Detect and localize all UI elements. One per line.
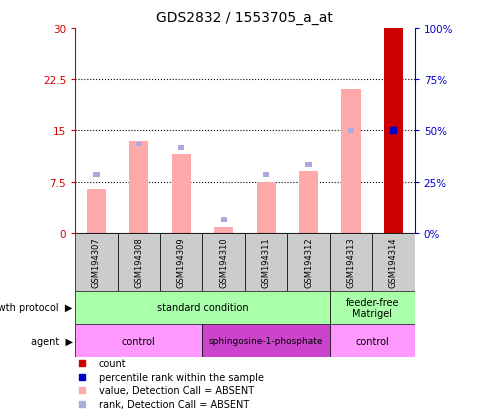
FancyBboxPatch shape: [287, 233, 329, 291]
Bar: [341, 90, 360, 233]
Text: count: count: [99, 358, 126, 368]
FancyBboxPatch shape: [202, 233, 244, 291]
Text: standard condition: standard condition: [156, 303, 248, 313]
Text: GSM194308: GSM194308: [134, 237, 143, 287]
FancyBboxPatch shape: [244, 233, 287, 291]
FancyBboxPatch shape: [329, 291, 414, 324]
Bar: [390, 122, 396, 127]
Text: GSM194309: GSM194309: [176, 237, 185, 287]
FancyBboxPatch shape: [160, 233, 202, 291]
Text: control: control: [121, 336, 155, 346]
Text: rank, Detection Call = ABSENT: rank, Detection Call = ABSENT: [99, 399, 249, 409]
Bar: [299, 172, 318, 233]
Text: percentile rank within the sample: percentile rank within the sample: [99, 372, 263, 382]
FancyBboxPatch shape: [75, 233, 117, 291]
Text: GSM194310: GSM194310: [219, 237, 228, 287]
Bar: [214, 228, 233, 233]
Bar: [171, 155, 190, 233]
FancyBboxPatch shape: [372, 233, 414, 291]
Bar: [383, 32, 402, 233]
Text: control: control: [355, 336, 388, 346]
Text: GSM194311: GSM194311: [261, 237, 270, 287]
Bar: [136, 142, 142, 147]
Text: sphingosine-1-phosphate: sphingosine-1-phosphate: [209, 336, 323, 345]
Text: growth protocol  ▶: growth protocol ▶: [0, 303, 73, 313]
Text: agent  ▶: agent ▶: [30, 336, 73, 346]
Bar: [383, 29, 402, 233]
Bar: [93, 173, 99, 178]
FancyBboxPatch shape: [75, 324, 202, 357]
Bar: [220, 217, 227, 222]
Bar: [129, 141, 148, 233]
Bar: [87, 189, 106, 233]
Text: GSM194307: GSM194307: [91, 237, 101, 287]
Text: GSM194314: GSM194314: [388, 237, 397, 287]
Bar: [178, 146, 184, 151]
FancyBboxPatch shape: [329, 324, 414, 357]
Bar: [262, 173, 269, 178]
Text: value, Detection Call = ABSENT: value, Detection Call = ABSENT: [99, 385, 254, 395]
Text: GSM194313: GSM194313: [346, 237, 355, 287]
Bar: [347, 129, 353, 133]
FancyBboxPatch shape: [202, 324, 329, 357]
Bar: [256, 182, 275, 233]
Text: feeder-free
Matrigel: feeder-free Matrigel: [345, 297, 398, 318]
Bar: [305, 163, 311, 168]
FancyBboxPatch shape: [117, 233, 160, 291]
FancyBboxPatch shape: [329, 233, 372, 291]
FancyBboxPatch shape: [75, 291, 329, 324]
Title: GDS2832 / 1553705_a_at: GDS2832 / 1553705_a_at: [156, 11, 333, 25]
Text: GSM194312: GSM194312: [303, 237, 313, 287]
